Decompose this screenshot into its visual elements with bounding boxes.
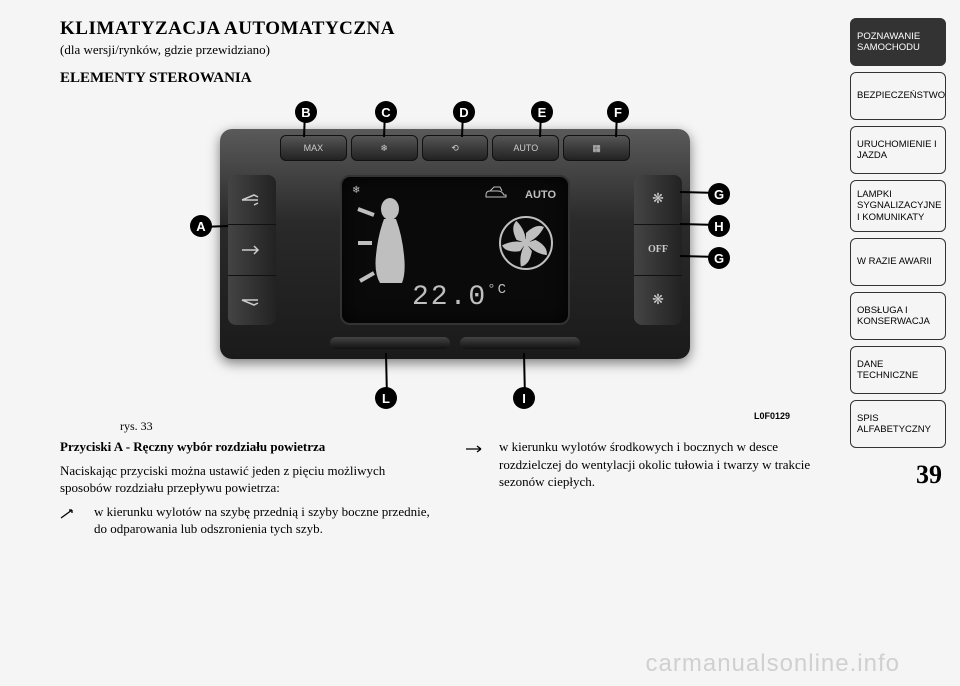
ac-button: ❄ <box>351 135 418 161</box>
sidebar-tab-5[interactable]: OBSŁUGA I KONSERWACJA <box>850 292 946 340</box>
display-temperature: 22.0°C <box>412 282 508 313</box>
callout-e: E <box>531 101 553 123</box>
bottom-slot-left <box>330 337 450 349</box>
page-content: KLIMATYZACJA AUTOMATYCZNA (dla wersji/ry… <box>60 18 840 668</box>
arrow-face-icon <box>465 438 489 491</box>
callout-f: F <box>607 101 629 123</box>
auto-button: AUTO <box>492 135 559 161</box>
col-heading: Przyciski A - Ręczny wybór rozdziału pow… <box>60 438 435 456</box>
sidebar-tab-0[interactable]: POZNAWANIE SAMOCHODU <box>850 18 946 66</box>
air-feet-icon <box>228 276 276 325</box>
max-defrost-button: MAX <box>280 135 347 161</box>
temp-value: 22.0 <box>412 282 487 313</box>
callout-a: A <box>190 215 212 237</box>
car-recirc-icon <box>484 185 508 202</box>
figure: MAX ❄ ⟲ AUTO ▦ ❋ OFF ❋ <box>110 99 790 419</box>
recirc-button: ⟲ <box>422 135 489 161</box>
fan-down-button: ❋ <box>634 276 682 325</box>
off-button: OFF <box>634 225 682 275</box>
climate-display: ❄ AUTO <box>340 175 570 325</box>
sidebar-tab-7[interactable]: SPIS ALFABETYCZNY <box>850 400 946 448</box>
text-columns: Przyciski A - Ręczny wybór rozdziału pow… <box>60 438 840 542</box>
air-direction-item: w kierunku wylotów środkowych i bocznych… <box>465 438 840 491</box>
bottom-slot-right <box>460 337 580 349</box>
page-number: 39 <box>850 460 946 490</box>
callout-g: G <box>708 247 730 269</box>
sidebar-tab-6[interactable]: DANE TECHNICZNE <box>850 346 946 394</box>
left-side-buttons <box>228 175 276 325</box>
figure-caption: rys. 33 <box>120 419 840 434</box>
air-face-icon <box>228 225 276 275</box>
sidebar-tab-3[interactable]: LAMPKI SYGNALIZACYJNE I KOMUNIKATY <box>850 180 946 232</box>
fan-icon <box>498 215 554 276</box>
section-title: ELEMENTY STEROWANIA <box>60 70 840 87</box>
callout-g: G <box>708 183 730 205</box>
climate-panel: MAX ❄ ⟲ AUTO ▦ ❋ OFF ❋ <box>220 129 690 359</box>
col-para: Naciskając przyciski można ustawić jeden… <box>60 462 435 497</box>
fan-up-button: ❋ <box>634 175 682 225</box>
item-text: w kierunku wylotów na szybę przednią i s… <box>94 503 435 538</box>
air-windshield-icon <box>228 175 276 225</box>
callout-d: D <box>453 101 475 123</box>
rear-defrost-button: ▦ <box>563 135 630 161</box>
right-column: w kierunku wylotów środkowych i bocznych… <box>465 438 840 542</box>
page-subtitle: (dla wersji/rynków, gdzie przewidziano) <box>60 42 840 58</box>
right-side-buttons: ❋ OFF ❋ <box>634 175 682 325</box>
seat-airflow-icon <box>354 195 434 295</box>
display-auto-text: AUTO <box>525 189 556 201</box>
sidebar-tab-1[interactable]: BEZPIECZEŃSTWO <box>850 72 946 120</box>
callout-l: L <box>375 387 397 409</box>
air-direction-item: w kierunku wylotów na szybę przednią i s… <box>60 503 435 538</box>
callout-i: I <box>513 387 535 409</box>
callout-h: H <box>708 215 730 237</box>
callout-b: B <box>295 101 317 123</box>
arrow-windshield-icon <box>60 503 84 538</box>
sidebar-nav: POZNAWANIE SAMOCHODU BEZPIECZEŃSTWO URUCHO… <box>850 18 946 490</box>
top-button-row: MAX ❄ ⟲ AUTO ▦ <box>280 135 630 161</box>
item-text: w kierunku wylotów środkowych i bocznych… <box>499 438 840 491</box>
callout-c: C <box>375 101 397 123</box>
sidebar-tab-4[interactable]: W RAZIE AWARII <box>850 238 946 286</box>
page-title: KLIMATYZACJA AUTOMATYCZNA <box>60 18 840 40</box>
temp-unit: °C <box>487 282 508 298</box>
left-column: Przyciski A - Ręczny wybór rozdziału pow… <box>60 438 435 542</box>
sidebar-tab-2[interactable]: URUCHOMIENIE I JAZDA <box>850 126 946 174</box>
